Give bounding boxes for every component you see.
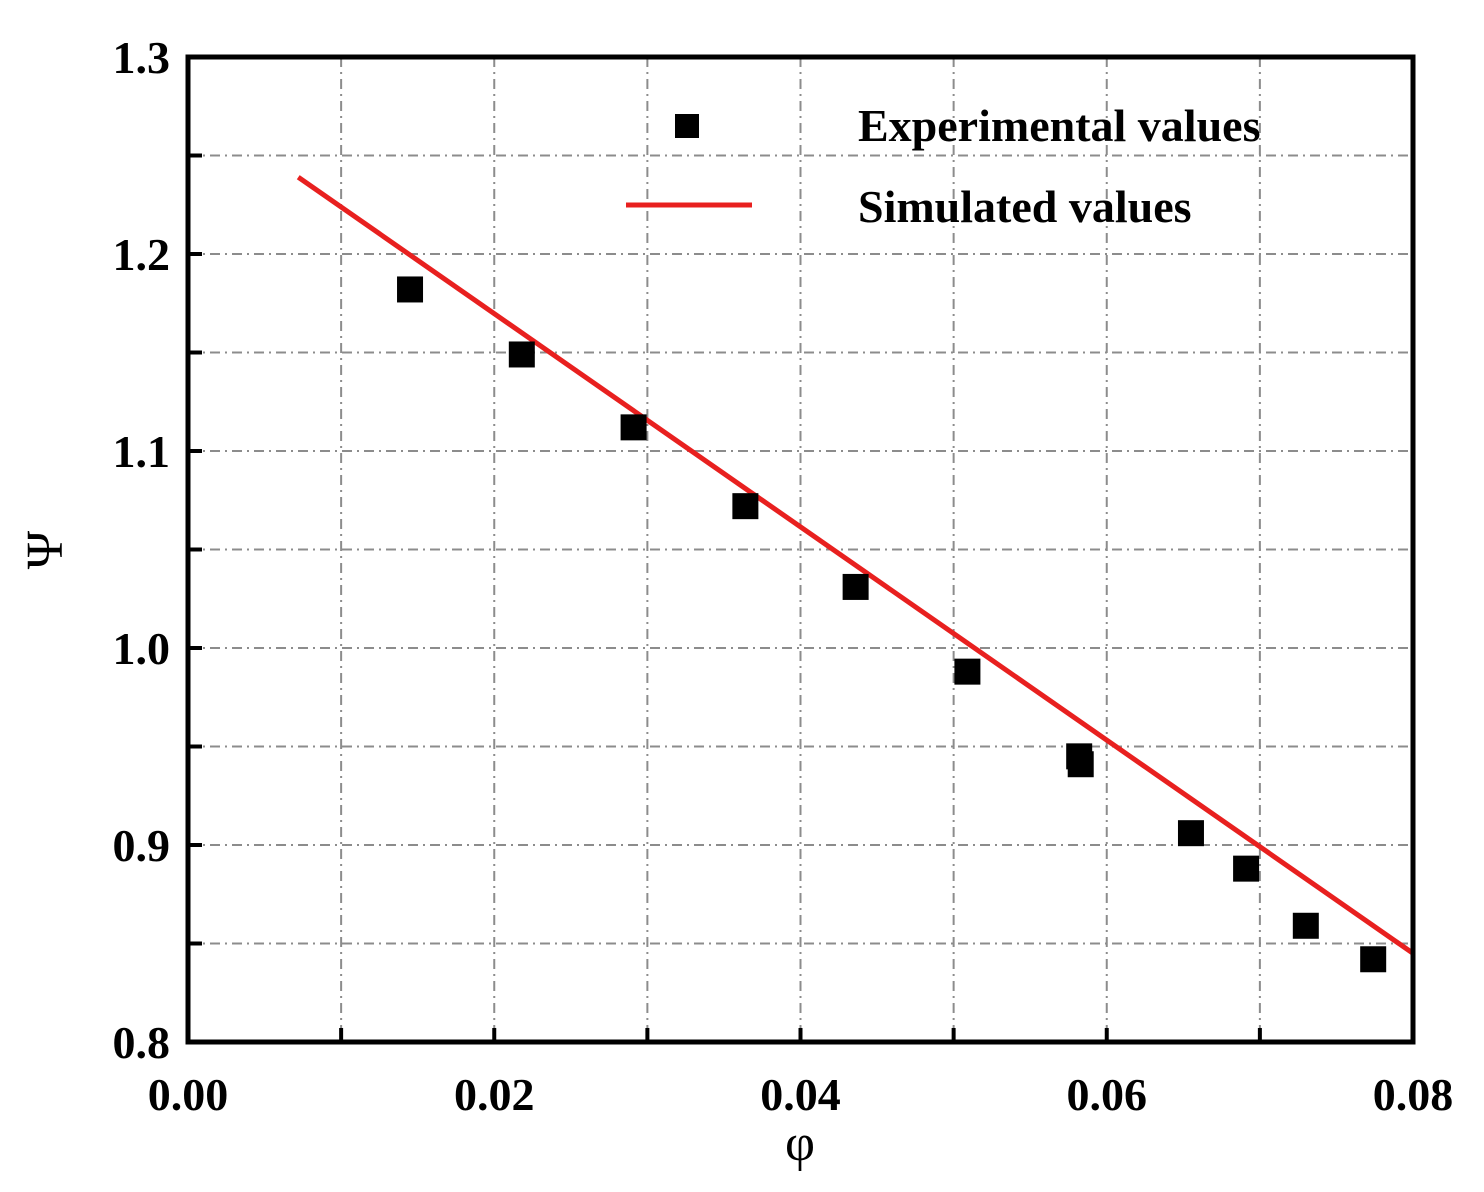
x-tick-labels: 0.00 0.02 0.04 0.06 0.08: [148, 1069, 1454, 1120]
experimental-point-3: [732, 493, 759, 520]
experimental-series: [397, 276, 1387, 973]
x-tick-label-1: 0.02: [454, 1069, 535, 1120]
x-tick-label-3: 0.06: [1067, 1069, 1148, 1120]
x-tick-label-4: 0.08: [1373, 1069, 1454, 1120]
axis-ticks: [188, 153, 1262, 1042]
experimental-point-4: [842, 573, 869, 600]
experimental-point-2: [620, 414, 647, 441]
y-tick-label-2: 1.0: [113, 623, 171, 674]
experimental-point-5: [954, 658, 981, 685]
experimental-point-7: [1067, 751, 1094, 778]
experimental-point-0: [397, 276, 424, 303]
y-tick-label-1: 0.9: [113, 820, 171, 871]
experimental-point-9: [1233, 855, 1260, 882]
y-axis-title: Ψ: [17, 530, 74, 569]
y-tick-label-0: 0.8: [113, 1017, 171, 1068]
x-axis-title: φ: [785, 1115, 815, 1172]
legend-square-marker: [675, 114, 699, 138]
x-tick-label-0: 0.00: [148, 1069, 229, 1120]
grid-lines: [188, 57, 1413, 1042]
y-tick-label-4: 1.2: [113, 229, 171, 280]
experimental-point-8: [1177, 820, 1204, 847]
x-tick-label-2: 0.04: [760, 1069, 841, 1120]
simulated-series: [296, 175, 1415, 956]
y-tick-labels: 0.8 0.9 1.0 1.1 1.2 1.3: [113, 32, 171, 1068]
legend-label-experimental: Experimental values: [858, 100, 1260, 151]
experimental-point-10: [1292, 912, 1319, 939]
experimental-point-1: [508, 341, 535, 368]
experimental-point-11: [1360, 946, 1387, 973]
legend-label-simulated: Simulated values: [858, 181, 1192, 232]
legend: Experimental values Simulated values: [626, 100, 1260, 232]
y-tick-label-3: 1.1: [113, 426, 171, 477]
y-tick-label-5: 1.3: [113, 32, 171, 83]
simulated-line: [296, 175, 1415, 956]
